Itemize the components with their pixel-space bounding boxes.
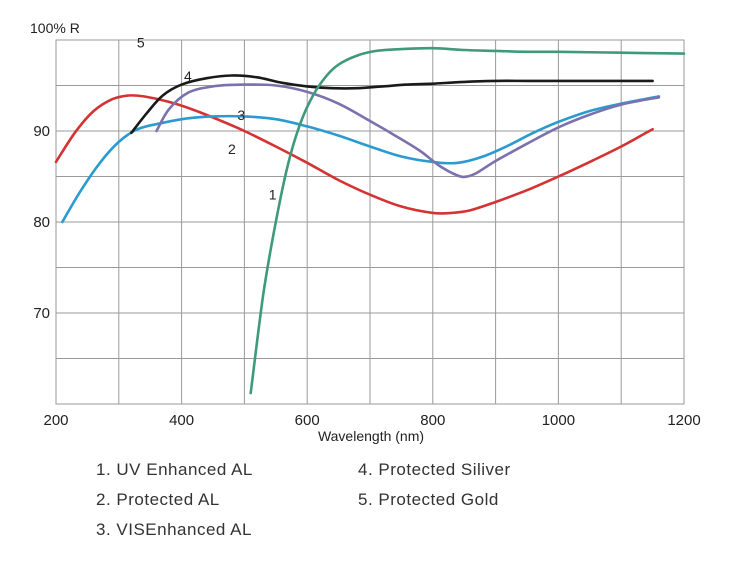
curve-label-5: 5 [137, 34, 145, 50]
x-tick-label: 1000 [542, 412, 575, 429]
series-line-4 [130, 74, 654, 135]
x-tick-label: 800 [420, 412, 445, 429]
x-axis-label: Wavelength (nm) [318, 428, 424, 444]
y-tick-label: 80 [33, 214, 50, 231]
y-axis-label: 100% R [30, 20, 80, 36]
curve-labels: 1 2 3 4 5 [137, 34, 277, 202]
legend-item-5: 5. Protected Gold [358, 490, 499, 509]
legend-item-1: 1. UV Enhanced AL [96, 460, 253, 479]
x-tick-label: 400 [169, 412, 194, 429]
curve-label-4: 4 [184, 68, 192, 84]
x-tick-label: 200 [43, 412, 68, 429]
curve-label-3: 3 [237, 107, 245, 123]
series-line-3 [155, 83, 661, 179]
x-tick-label: 600 [295, 412, 320, 429]
grid [55, 39, 685, 405]
legend-item-3: 3. VISEnhanced AL [96, 520, 252, 539]
series-layer [54, 46, 686, 395]
tick-labels: 200 400 600 800 1000 1200 70 80 90 [33, 123, 700, 429]
legend-item-4: 4. Protected Siliver [358, 460, 511, 479]
series-line-1 [54, 94, 654, 215]
series-line-5 [249, 46, 686, 395]
curve-label-1: 1 [269, 186, 277, 202]
x-tick-label: 1200 [667, 412, 700, 429]
curve-label-2: 2 [228, 141, 236, 157]
legend-item-2: 2. Protected AL [96, 490, 220, 509]
y-tick-label: 90 [33, 123, 50, 140]
y-tick-label: 70 [33, 305, 50, 322]
